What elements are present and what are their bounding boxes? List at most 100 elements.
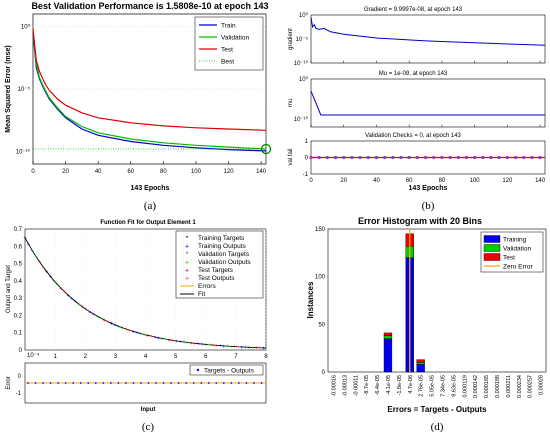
panel-a-ylabel: Mean Squared Error (mse) xyxy=(5,45,12,133)
panel-d-bar-validation-8 xyxy=(416,362,425,365)
panel-c-label: (c) xyxy=(142,421,155,433)
panel-b-valfail-point-0 xyxy=(309,155,313,160)
panel-d-xtick-10: 7.34e-05 xyxy=(440,375,446,397)
panel-b-ytick-0-2: 10⁻¹⁰ xyxy=(294,60,309,67)
panel-b-gradient-ylabel: gradient xyxy=(288,28,294,50)
panel-a-series-validation xyxy=(32,30,267,150)
panel-c-point-10: + xyxy=(56,283,59,289)
panel-d-xtick-3: -8.7e-05 xyxy=(364,375,370,396)
panel-c-point-31: + xyxy=(132,329,135,335)
panel-d-xtick-13: 0.000142 xyxy=(473,375,479,398)
panel-a-title: Best Validation Performance is 1.5808e-1… xyxy=(31,1,268,11)
panel-b-valfail-point-90 xyxy=(456,155,460,160)
panel-c-point-9: + xyxy=(52,278,55,284)
panel-c-point-49: + xyxy=(197,342,200,348)
panel-c-legend-marker-0: * xyxy=(186,236,189,243)
panel-c-ytick-6: 0.6 xyxy=(14,244,23,250)
panel-c-point-42: + xyxy=(172,338,175,344)
panel-b-valfail-point-140 xyxy=(538,155,542,160)
panel-b-valfail-point-65 xyxy=(415,155,419,160)
panel-c-point-64: + xyxy=(251,345,254,351)
panel-c-point-21: + xyxy=(96,314,99,320)
panel-c-point-16: + xyxy=(78,302,81,308)
panel-d-ytick-1: 50 xyxy=(318,322,325,328)
panel-d-xtick-0: -0.00016 xyxy=(331,375,337,397)
panel-b-label: (b) xyxy=(422,200,435,212)
panel-c-error-point-635 xyxy=(215,382,218,384)
panel-b-valfail-ytick-2: -1 xyxy=(303,172,309,178)
panel-c-y-ticks: 0 0.1 0.2 0.3 0.4 0.5 0.6 0.7 xyxy=(14,227,23,354)
panel-c-point-5: + xyxy=(38,260,41,266)
panel-b-xtick-6: 120 xyxy=(502,178,513,184)
panel-c-point-20: + xyxy=(92,312,95,318)
panel-b-valfail-point-5 xyxy=(317,155,321,160)
panel-d-bar-validation-5 xyxy=(383,335,393,339)
panel-c-ytick-7: 0.7 xyxy=(14,227,23,233)
panel-c-point-30: + xyxy=(128,328,131,334)
panel-c-legend-marker-5: + xyxy=(185,276,189,283)
panel-c-error-point-160 xyxy=(72,382,75,384)
panel-c-point-24: + xyxy=(107,320,110,326)
panel-b-valfail-point-95 xyxy=(464,155,469,160)
panel-a-x-ticks: 0 20 40 60 80 100 120 140 xyxy=(31,161,267,175)
panel-b-mu-axes xyxy=(310,78,546,128)
panel-c-xtick-4: 5 xyxy=(174,354,178,360)
panel-d-xtick-9: 5.05e-05 xyxy=(430,375,436,397)
panel-d-ylabel: Instances xyxy=(306,281,315,318)
panel-c-point-3: + xyxy=(31,248,34,254)
panel-b-valfail-point-45 xyxy=(383,155,387,160)
panel-b-xtick-5: 100 xyxy=(470,178,481,184)
panel-a-legend-text-1: Validation xyxy=(221,35,249,42)
panel-d-xtick-19: 0.00028 xyxy=(539,375,545,395)
panel-c-legend-marker-2: * xyxy=(186,252,189,259)
panel-c-point-48: + xyxy=(193,341,196,347)
panel-c-point-22: + xyxy=(99,316,102,322)
panel-b-valfail-point-80 xyxy=(440,155,444,160)
panel-c-point-46: + xyxy=(186,340,189,346)
panel-d-bar-training-8 xyxy=(416,364,425,373)
panel-c-xtick-2: 3 xyxy=(114,354,118,360)
panel-c-error-point-385 xyxy=(140,382,142,384)
panel-c-point-2: + xyxy=(27,242,30,248)
panel-c-legend-text-5: Test Outputs xyxy=(198,275,235,282)
panel-c-ytick-1: 0.1 xyxy=(14,331,23,337)
panel-c-point-56: + xyxy=(222,344,225,350)
panel-a-xtick-6: 120 xyxy=(224,169,235,175)
panel-c-point-6: + xyxy=(41,265,44,271)
panel-c-title: Function Fit for Output Element 1 xyxy=(100,220,196,226)
panel-c-point-57: + xyxy=(226,344,229,350)
panel-c-point-15: + xyxy=(74,299,77,305)
panel-d-ytick-3: 150 xyxy=(315,227,326,233)
panel-c-xtick-7: 8 xyxy=(264,354,268,360)
panel-c-point-26: + xyxy=(114,323,117,329)
panel-a-xtick-4: 80 xyxy=(160,169,167,175)
panel-b-valfail-point-105 xyxy=(481,155,485,160)
panel-a-xtick-3: 60 xyxy=(127,169,134,175)
panel-b-valfail-point-130 xyxy=(522,155,526,160)
panel-c-point-58: + xyxy=(229,344,232,350)
panel-c-ylabel: Output and Target xyxy=(6,265,12,313)
panel-b-valfail-point-100 xyxy=(473,155,477,160)
panel-c-x-exponent: 10⁻⁴ xyxy=(27,352,40,359)
panel-c-point-62: + xyxy=(244,345,247,351)
panel-d-xtick-8: 2.76e-05 xyxy=(419,375,425,397)
panel-a-xlabel: 143 Epochs xyxy=(131,185,170,192)
panel-b-mu-ylabel: mu xyxy=(288,99,294,107)
panel-a-xtick-1: 20 xyxy=(62,169,69,175)
panel-d-xtick-15: 0.000188 xyxy=(495,375,501,398)
panel-d-y-ticks: 0 50 100 150 xyxy=(315,227,326,376)
panel-b-valfail-point-50 xyxy=(391,155,395,160)
panel-a-ytick-1: 10⁻⁵ xyxy=(18,86,31,93)
panel-c-xtick-0: 1 xyxy=(53,354,57,360)
panel-c-legend-text-1: Training Outputs xyxy=(198,243,247,250)
panel-b-valfail-subplot: Validation Checks = 0, at epoch 143 val … xyxy=(288,133,546,175)
panel-c-point-38: + xyxy=(157,336,160,342)
panel-c-fit-and-points: ++++++++++++++ + + + + + + + + + + + + + + + + + + + + + + + + + +… xyxy=(23,236,267,352)
panel-a: Best Validation Performance is 1.5808e-1… xyxy=(5,1,272,212)
panel-a-ytick-2: 10⁻¹⁰ xyxy=(16,149,31,156)
panel-a-legend-text-3: Best xyxy=(221,59,234,66)
panel-b-valfail-point-60 xyxy=(407,155,411,160)
panel-d-legend-text-1: Validation xyxy=(503,246,531,253)
